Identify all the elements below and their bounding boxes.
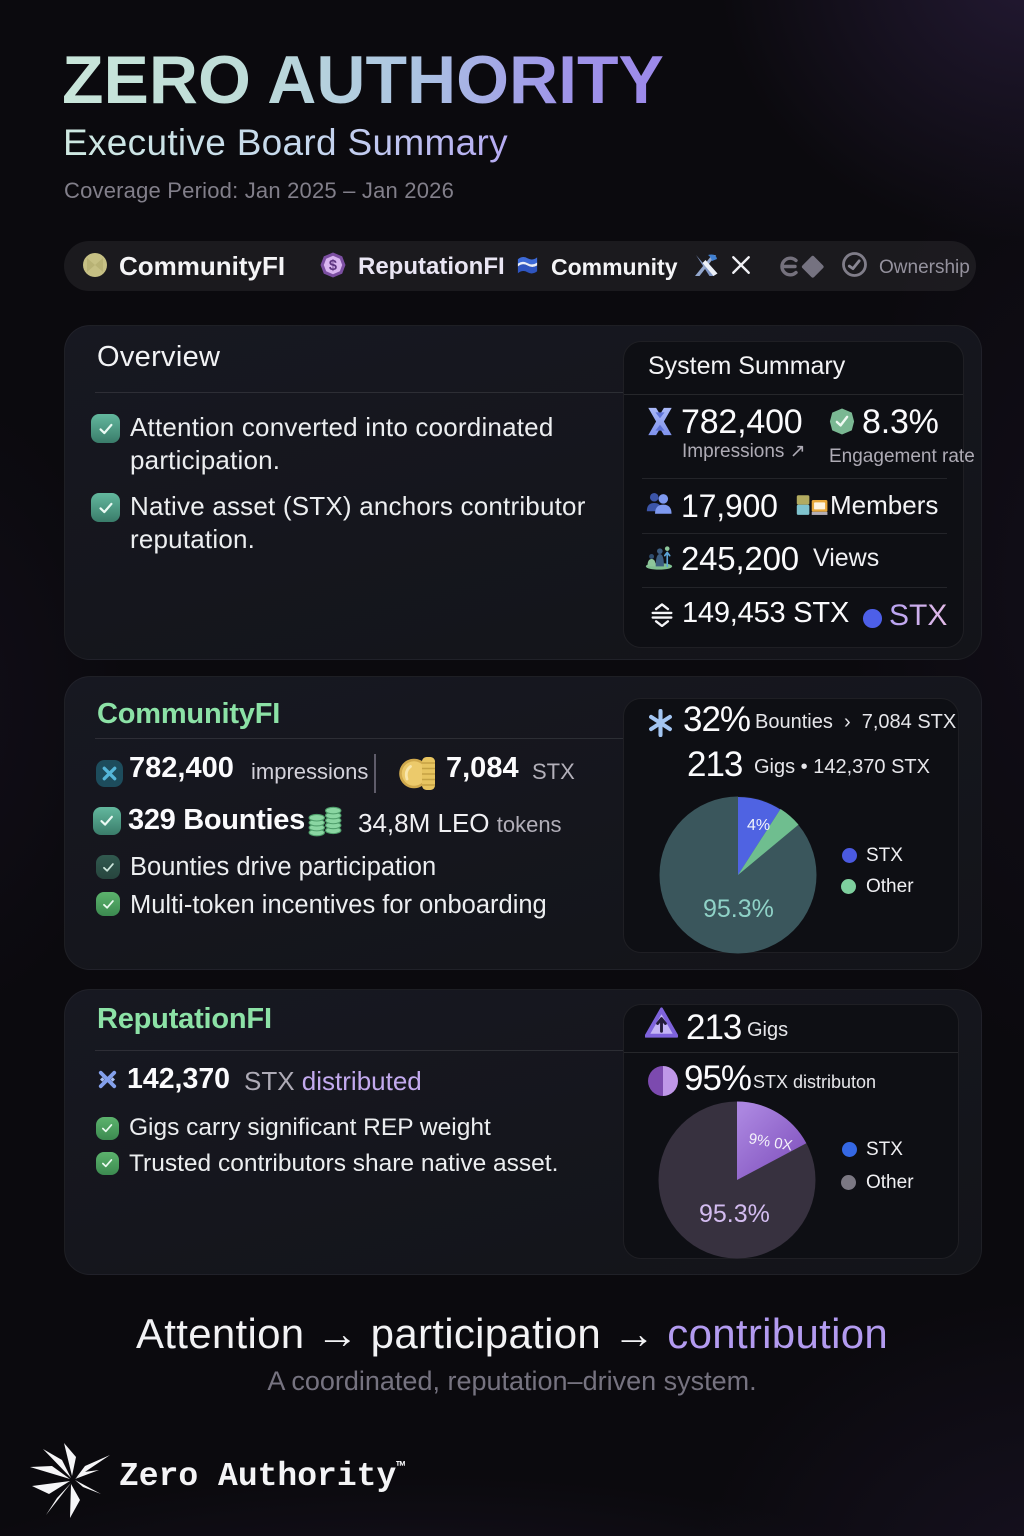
svg-text:95.3%: 95.3%	[699, 1200, 770, 1228]
svg-text:$: $	[329, 258, 337, 274]
svg-text:95.3%: 95.3%	[703, 895, 774, 923]
svg-text:4%: 4%	[747, 817, 770, 834]
